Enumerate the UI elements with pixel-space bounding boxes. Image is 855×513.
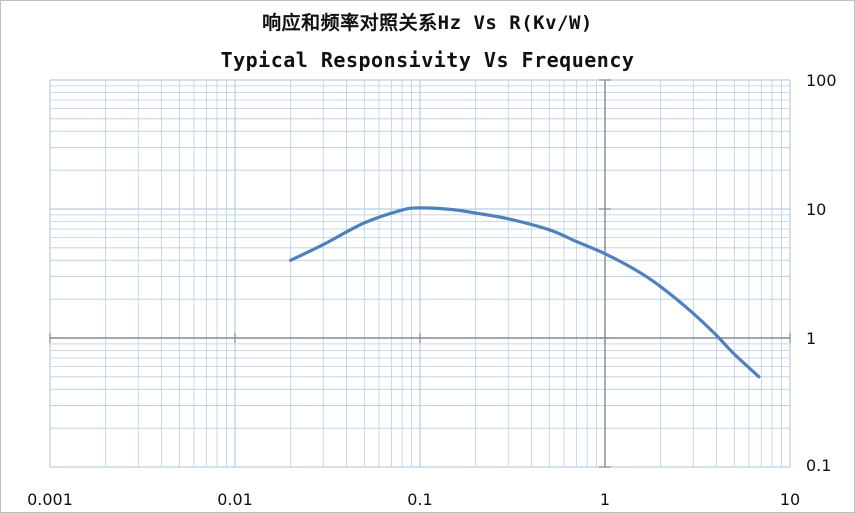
x-tick-labels: 0.001 0.01 0.1 1 10 (27, 490, 800, 509)
x-tick-label: 10 (780, 490, 800, 509)
x-tick-label: 0.1 (407, 490, 432, 509)
y-tick-labels: 100 10 1 0.1 (806, 71, 837, 475)
chart-title: 响应和频率对照关系Hz Vs R(Kv/W) (262, 12, 593, 34)
x-tick-label: 0.01 (217, 490, 253, 509)
x-tick-label: 1 (600, 490, 610, 509)
chart-subtitle: Typical Responsivity Vs Frequency (220, 48, 635, 72)
chart-axes (49, 79, 791, 468)
y-tick-label: 10 (806, 200, 826, 219)
series-line (289, 206, 761, 379)
y-tick-label: 0.1 (806, 456, 831, 475)
chart-series (289, 206, 761, 379)
x-tick-label: 0.001 (27, 490, 73, 509)
y-tick-label: 1 (806, 329, 816, 348)
y-tick-label: 100 (806, 71, 837, 90)
chart-grid (49, 79, 791, 468)
